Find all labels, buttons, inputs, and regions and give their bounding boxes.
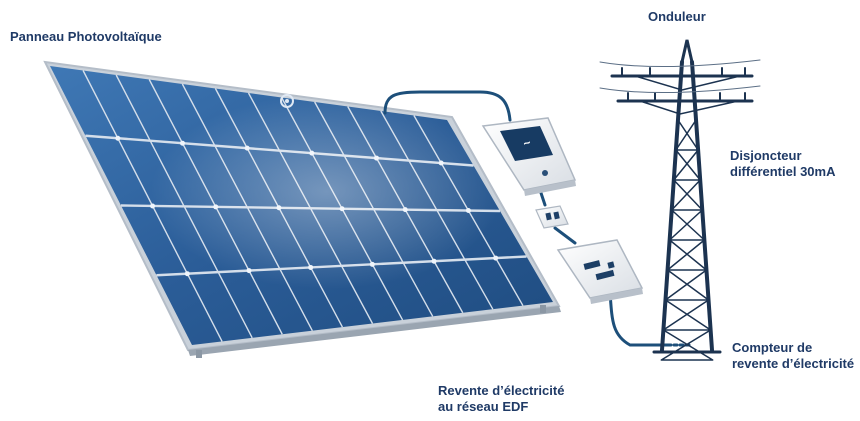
svg-text:~: ~ (521, 135, 532, 151)
inverter-box: ~ (481, 117, 577, 196)
breaker-box (535, 205, 569, 229)
label-resale-meter: Compteur de revente d’électricité (732, 340, 855, 371)
label-photovoltaic-panel: Panneau Photovoltaïque (10, 29, 162, 44)
meter-box (556, 239, 644, 304)
solar-panel (43, 60, 561, 358)
label-differential-breaker: Disjoncteur différentiel 30mA (730, 148, 836, 179)
panel-junction-icon (280, 94, 294, 108)
electric-pylon (599, 39, 761, 361)
meter-display-icon (583, 260, 601, 270)
label-grid-resale: Revente d’électricité au réseau EDF (438, 383, 565, 414)
label-inverter: Onduleur (648, 9, 706, 24)
inverter-screen-icon (500, 126, 553, 161)
